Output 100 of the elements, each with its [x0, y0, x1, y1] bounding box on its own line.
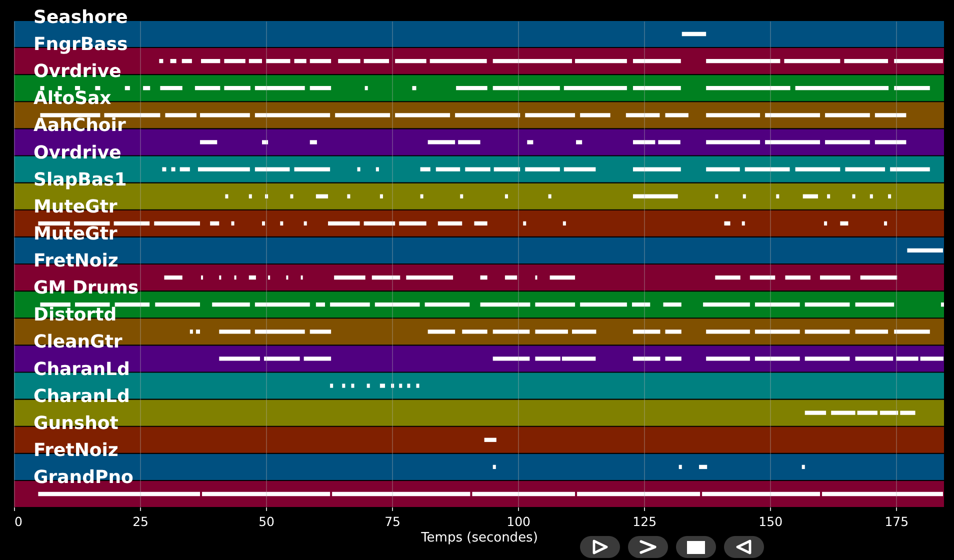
bar — [896, 356, 918, 361]
bar — [428, 330, 456, 334]
bar — [74, 86, 80, 90]
bar — [492, 58, 572, 64]
bar — [825, 113, 870, 118]
x-tick-label: 125 — [632, 514, 657, 529]
bar — [95, 86, 100, 90]
bar — [364, 221, 396, 226]
bar — [742, 194, 746, 198]
bar — [347, 194, 350, 198]
bar — [632, 167, 681, 172]
bar — [804, 330, 850, 334]
bar — [399, 221, 426, 226]
bar — [224, 58, 246, 64]
bar — [219, 330, 250, 334]
bar — [575, 58, 627, 64]
bar — [663, 302, 682, 307]
bar — [706, 86, 790, 90]
bar — [678, 464, 682, 470]
bar — [632, 302, 650, 307]
bar — [706, 330, 750, 334]
y-tick-label: CleanGtr — [34, 332, 122, 353]
bar — [310, 86, 332, 90]
bar — [484, 438, 496, 442]
bar — [436, 167, 460, 172]
bar — [577, 492, 700, 496]
bar — [254, 113, 330, 118]
bar — [824, 221, 828, 226]
bar — [364, 86, 368, 90]
bar — [894, 330, 930, 334]
bar — [231, 221, 234, 226]
bar — [420, 194, 424, 198]
bar — [845, 167, 886, 172]
bar — [194, 86, 220, 90]
bar — [890, 167, 930, 172]
bar — [391, 384, 394, 388]
bar — [310, 330, 332, 334]
bar — [706, 58, 780, 64]
bar — [940, 302, 944, 307]
bar — [330, 384, 334, 388]
bar — [626, 113, 660, 118]
bar — [332, 492, 470, 496]
bar — [880, 410, 898, 415]
bar — [474, 221, 488, 226]
bar — [219, 356, 260, 361]
bar — [765, 113, 820, 118]
y-tick-label: GM Drums — [34, 278, 139, 299]
x-tick-label: 150 — [758, 514, 783, 529]
bar — [562, 221, 566, 226]
bar — [706, 140, 760, 144]
bar — [535, 330, 568, 334]
bar — [550, 275, 576, 280]
bar — [196, 330, 200, 334]
bar — [504, 194, 508, 198]
bar — [564, 86, 627, 90]
bar — [248, 275, 256, 280]
bar — [164, 275, 182, 280]
bar — [632, 330, 660, 334]
bar — [900, 410, 916, 415]
bar — [494, 167, 520, 172]
bar — [335, 113, 390, 118]
bar — [632, 86, 681, 90]
bar — [38, 221, 70, 226]
x-tick-label: 0 — [14, 514, 22, 529]
bar — [822, 492, 943, 496]
bar — [907, 248, 943, 253]
bar — [395, 113, 450, 118]
bar — [465, 167, 490, 172]
bar — [472, 492, 576, 496]
y-tick-label: FngrBass — [34, 34, 128, 56]
bar — [750, 275, 776, 280]
bar — [40, 302, 70, 307]
bar — [428, 140, 456, 144]
bar — [802, 194, 818, 198]
bar — [665, 113, 688, 118]
x-axis-title: Temps (secondes) — [420, 530, 538, 546]
bar — [424, 302, 470, 307]
bar — [190, 330, 193, 334]
bar — [254, 86, 305, 90]
bar — [304, 356, 332, 361]
bar — [162, 167, 166, 172]
bar — [804, 302, 850, 307]
bar — [304, 221, 307, 226]
bar — [202, 492, 330, 496]
bar — [492, 330, 530, 334]
y-tick-label: Ovrdrive — [34, 61, 122, 82]
bar — [765, 140, 820, 144]
bar — [40, 86, 44, 90]
bar — [844, 58, 888, 64]
bar — [795, 167, 840, 172]
y-tick-label: MuteGtr — [34, 223, 118, 244]
bar — [492, 464, 496, 470]
bar — [316, 302, 326, 307]
y-tick-label: CharanLd — [34, 358, 130, 380]
bar — [328, 221, 360, 226]
bar — [380, 194, 383, 198]
bar — [330, 302, 370, 307]
bar — [290, 194, 294, 198]
bar — [262, 221, 266, 226]
bar — [894, 86, 930, 90]
